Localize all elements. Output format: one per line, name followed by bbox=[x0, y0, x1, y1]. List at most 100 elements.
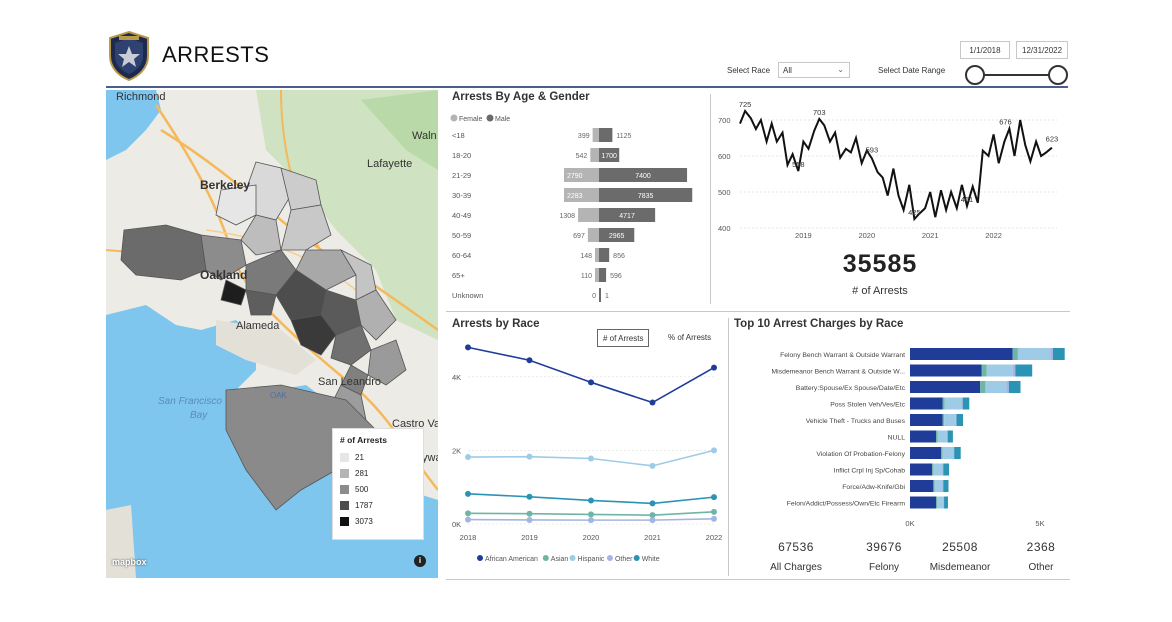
male-value: 4717 bbox=[619, 213, 635, 220]
charge-bar-segment bbox=[1050, 348, 1053, 360]
legend-title: # of Arrests bbox=[340, 435, 387, 445]
female-value: 399 bbox=[578, 133, 590, 140]
charge-bar-segment bbox=[1053, 348, 1065, 360]
top-charges-chart: Felony Bench Warrant & Outside Warrant Mi… bbox=[772, 348, 1065, 528]
charge-bar-segment bbox=[910, 364, 982, 377]
charge-bar-segment bbox=[943, 463, 949, 476]
page-title: ARRESTS bbox=[162, 42, 270, 67]
legend-item: 500 bbox=[340, 481, 416, 497]
charge-bar-segment bbox=[910, 348, 1013, 360]
race-data-point bbox=[465, 516, 471, 523]
female-bar bbox=[564, 168, 599, 182]
race-data-point bbox=[526, 357, 533, 364]
x-tick-label: 2022 bbox=[706, 533, 723, 542]
charge-bar-segment bbox=[954, 447, 961, 459]
x-tick-label: 2018 bbox=[460, 533, 477, 542]
kpi-other: 2368 Other bbox=[1026, 540, 1056, 573]
data-label: 676 bbox=[999, 118, 1012, 127]
race-data-point bbox=[465, 510, 471, 517]
info-icon[interactable]: i bbox=[414, 555, 426, 567]
age-label: Unknown bbox=[452, 291, 483, 300]
y-tick-label: 500 bbox=[718, 188, 731, 197]
race-data-point bbox=[711, 494, 717, 501]
select-race-label: Select Race bbox=[727, 66, 771, 75]
charge-bar-segment bbox=[1012, 348, 1018, 360]
water-label: Bay bbox=[190, 410, 208, 421]
charge-bar-segment bbox=[942, 480, 944, 492]
charge-bar-segment bbox=[910, 480, 934, 492]
data-label: 623 bbox=[1046, 135, 1059, 144]
race-series-line bbox=[467, 346, 715, 404]
charge-bar-segment bbox=[986, 364, 1013, 377]
start-date-input[interactable]: 1/1/2018 bbox=[960, 41, 1010, 59]
date-slider-start-handle[interactable] bbox=[965, 65, 985, 85]
age-label: 60-64 bbox=[452, 251, 471, 260]
race-dropdown[interactable]: All ⌄ bbox=[778, 62, 850, 78]
arrests-by-race-chart: 4K 2K 0K 2018 2019 2020 2021 2022 African Americ… bbox=[452, 344, 723, 563]
female-value: 1308 bbox=[559, 213, 575, 220]
charge-label: Vehicle Theft - Trucks and Buses bbox=[806, 418, 906, 425]
charge-label: NULL bbox=[888, 435, 906, 442]
hills-area bbox=[256, 90, 438, 340]
legend-dot bbox=[486, 114, 494, 122]
y-tick-label: 400 bbox=[718, 224, 731, 233]
charge-bar-segment bbox=[936, 430, 938, 443]
x-tick-label: 0K bbox=[905, 519, 914, 528]
charge-bar-segment bbox=[947, 430, 953, 443]
place-label: Castro Va bbox=[392, 418, 438, 430]
charges-chart-title: Top 10 Arrest Charges by Race bbox=[734, 318, 904, 330]
x-tick-label: 5K bbox=[1035, 519, 1044, 528]
race-data-point bbox=[465, 344, 471, 351]
race-data-point bbox=[588, 511, 594, 518]
legend-dot bbox=[450, 114, 458, 122]
monthly-arrests-chart: 700 600 500 400 2019 2020 2021 2022 725 703 558 593… bbox=[718, 100, 1059, 240]
count-toggle-button[interactable]: # of Arrests bbox=[597, 329, 650, 347]
male-value: 7835 bbox=[638, 193, 654, 200]
charge-bar-segment bbox=[953, 447, 955, 459]
legend-label: White bbox=[642, 556, 660, 563]
charge-bar-segment bbox=[941, 447, 943, 459]
place-label: Richmond bbox=[116, 91, 166, 103]
date-range-label: Select Date Range bbox=[878, 66, 946, 75]
race-data-point bbox=[588, 455, 594, 462]
female-value: 0 bbox=[592, 293, 596, 300]
charge-bar-segment bbox=[1008, 381, 1021, 393]
charge-bar-segment bbox=[937, 496, 944, 509]
male-value: 7400 bbox=[635, 173, 651, 180]
charge-bar-segment bbox=[1012, 364, 1016, 377]
male-bar bbox=[599, 288, 601, 302]
charge-bar-segment bbox=[936, 496, 938, 509]
end-date-input[interactable]: 12/31/2022 bbox=[1016, 41, 1068, 59]
charge-label: Misdemeanor Bench Warrant & Outside W... bbox=[772, 369, 906, 376]
percent-toggle-button[interactable]: % of Arrests bbox=[668, 333, 712, 342]
female-bar bbox=[564, 188, 599, 202]
y-tick-label: 700 bbox=[718, 116, 731, 125]
charge-label: Felon/Addict/Possess/Own/Etc Firearm bbox=[787, 501, 906, 508]
legend-dot bbox=[542, 555, 549, 561]
date-slider-track[interactable] bbox=[975, 74, 1059, 76]
charge-label: Force/Adw-Knife/Gbi bbox=[842, 484, 905, 491]
arrests-trend-line bbox=[739, 109, 1053, 222]
male-bar bbox=[599, 168, 688, 182]
legend-label: Female bbox=[459, 116, 482, 123]
charge-label: Inflict Crpl Inj Sp/Cohab bbox=[834, 468, 906, 475]
charge-bar-segment bbox=[946, 430, 948, 443]
legend-swatch bbox=[340, 468, 349, 478]
charge-bar-segment bbox=[910, 430, 936, 443]
female-bar bbox=[595, 268, 599, 282]
legend-label: Hispanic bbox=[578, 556, 605, 563]
male-bar bbox=[599, 228, 635, 242]
mapbox-logo[interactable]: mapbox bbox=[112, 557, 147, 567]
legend-swatch bbox=[340, 484, 349, 494]
charge-bar-segment bbox=[944, 496, 948, 509]
race-data-point bbox=[526, 493, 533, 500]
female-value: 2790 bbox=[567, 173, 583, 180]
female-bar bbox=[578, 208, 599, 222]
race-data-point bbox=[649, 399, 656, 406]
male-value: 856 bbox=[613, 253, 625, 260]
charge-bar-segment bbox=[942, 414, 945, 426]
female-bar bbox=[590, 148, 599, 162]
x-tick-label: 2019 bbox=[795, 231, 812, 240]
date-slider-end-handle[interactable] bbox=[1048, 65, 1068, 85]
